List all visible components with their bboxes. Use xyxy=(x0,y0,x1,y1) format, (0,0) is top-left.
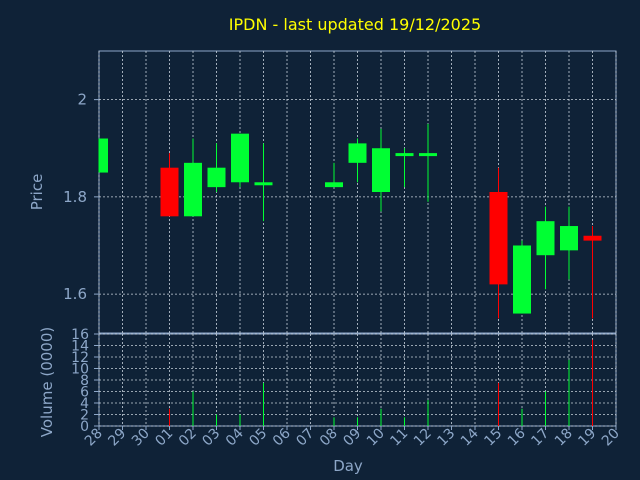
x-tick-label: 30 xyxy=(129,426,153,450)
x-tick-label: 18 xyxy=(552,426,576,450)
x-tick-label: 29 xyxy=(105,426,129,450)
candle-body xyxy=(372,148,390,192)
candle-body xyxy=(231,133,249,183)
volume-tick-label: 12 xyxy=(71,350,89,366)
volume-tick-label: 2 xyxy=(80,408,89,424)
candle-body xyxy=(184,162,202,217)
candle-body xyxy=(160,167,179,217)
x-tick-label: 06 xyxy=(270,425,294,449)
candles xyxy=(98,123,602,319)
candle-body xyxy=(99,138,108,173)
x-tick-label: 11 xyxy=(387,426,411,450)
x-tick-label: 08 xyxy=(317,426,341,450)
x-tick-label: 04 xyxy=(223,425,247,449)
x-tick-label: 07 xyxy=(293,426,317,450)
volume-tick-label: 4 xyxy=(80,396,89,412)
candle-body xyxy=(325,182,343,188)
x-tick-label: 02 xyxy=(176,426,200,450)
volume-bars xyxy=(169,339,593,426)
x-tick-label: 03 xyxy=(199,426,223,450)
candle-body xyxy=(583,235,602,241)
x-tick-label: 09 xyxy=(340,426,364,450)
candle-body xyxy=(395,153,414,157)
chart-title: IPDN - last updated 19/12/2025 xyxy=(229,15,481,34)
candle-body xyxy=(419,153,437,157)
volume-tick-label: 0 xyxy=(80,419,89,435)
volume-tick-label: 14 xyxy=(71,339,89,355)
price-tick-label: 1.6 xyxy=(63,285,87,303)
x-axis-title: Day xyxy=(333,457,363,475)
candle-body xyxy=(560,226,578,251)
candle-body xyxy=(513,245,531,314)
x-tick-label: 13 xyxy=(434,426,458,450)
candle-body xyxy=(536,221,555,256)
x-tick-label: 15 xyxy=(481,426,505,450)
x-tick-label: 12 xyxy=(411,426,435,450)
volume-tick-label: 8 xyxy=(80,373,89,389)
volume-axis-title: Volume (0000) xyxy=(38,327,56,437)
x-tick-label: 20 xyxy=(599,426,623,450)
volume-tick-label: 6 xyxy=(80,385,89,401)
x-tick-label: 01 xyxy=(152,426,176,450)
x-tick-label: 10 xyxy=(364,426,388,450)
candle-body xyxy=(489,192,508,285)
volume-tick-label: 10 xyxy=(71,362,89,378)
volume-tick-label: 16 xyxy=(71,327,89,343)
x-tick-label: 14 xyxy=(458,425,482,449)
x-tick-label: 19 xyxy=(575,426,599,450)
candle-body xyxy=(348,143,367,163)
price-axis-title: Price xyxy=(28,174,46,211)
x-tick-label: 17 xyxy=(528,426,552,450)
x-tick-label: 05 xyxy=(246,426,270,450)
price-tick-label: 1.8 xyxy=(63,188,87,206)
candle-body xyxy=(207,167,226,188)
x-tick-label: 16 xyxy=(505,425,529,449)
price-tick-label: 2 xyxy=(77,91,87,109)
candle-body xyxy=(254,182,273,186)
